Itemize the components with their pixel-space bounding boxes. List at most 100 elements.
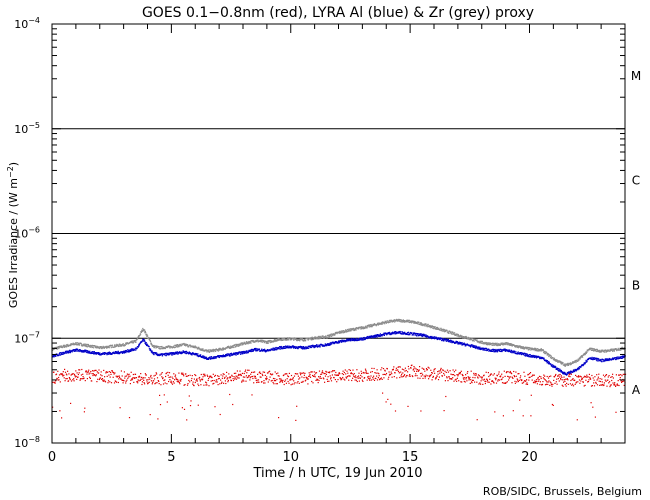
series-2-point <box>465 374 467 376</box>
series-0-point <box>515 346 517 348</box>
series-1-point <box>448 341 450 343</box>
series-0-point <box>237 345 239 347</box>
series-1-point <box>127 350 130 352</box>
series-1-point <box>470 346 472 348</box>
series-1-point <box>575 370 577 372</box>
series-1-point <box>573 370 575 372</box>
series-2-point <box>467 376 469 378</box>
series-0-point <box>402 321 404 323</box>
series-0-point <box>171 346 173 348</box>
series-0-point <box>402 319 404 321</box>
series-2-point <box>439 370 441 372</box>
series-1-point <box>496 351 499 353</box>
series-0-point <box>445 330 447 333</box>
series-0-point <box>570 363 572 365</box>
series-2-point <box>408 375 410 377</box>
series-0-point <box>543 350 545 352</box>
series-1-point <box>598 358 600 360</box>
series-2-point <box>127 377 129 379</box>
series-0-point <box>409 321 411 323</box>
series-1-point <box>417 333 419 335</box>
series-1-point <box>551 365 553 367</box>
series-2-point <box>428 367 430 369</box>
series-1-point <box>165 352 167 354</box>
series-2-point <box>456 380 458 382</box>
series-1-point <box>168 353 171 355</box>
series-0-point <box>360 328 362 330</box>
series-0-point <box>165 346 167 348</box>
series-1-point <box>204 357 206 359</box>
series-1-point <box>202 357 204 359</box>
series-1-point <box>185 350 187 352</box>
series-2-point <box>120 370 122 372</box>
series-1-point <box>378 334 381 336</box>
series-2-point <box>286 378 288 380</box>
series-1-point <box>535 355 537 357</box>
series-1-point <box>508 349 510 351</box>
series-2-point <box>278 378 281 380</box>
series-2-point <box>113 372 115 374</box>
series-0-point <box>282 337 284 339</box>
series-1-point <box>276 348 278 350</box>
series-0-point <box>566 363 568 366</box>
series-2-point <box>353 375 355 377</box>
series-1-point <box>540 356 542 358</box>
series-1-point <box>511 352 513 354</box>
series-0-point <box>234 344 236 346</box>
series-1-point <box>543 357 545 359</box>
series-0-point <box>201 349 203 351</box>
series-1-point <box>319 344 321 346</box>
series-0-point <box>274 340 276 343</box>
series-1-point <box>331 343 333 345</box>
series-1-point <box>594 358 596 360</box>
series-2-point <box>98 378 100 381</box>
series-2-point <box>188 395 190 397</box>
series-0-point <box>606 349 608 351</box>
series-1-point <box>218 355 220 357</box>
series-2-point <box>289 379 291 381</box>
series-2-point <box>427 375 429 377</box>
series-2-point <box>459 372 461 374</box>
series-0-point <box>372 323 374 325</box>
series-2-point <box>408 368 410 370</box>
series-0-point <box>549 355 551 357</box>
series-0-point <box>494 342 496 344</box>
series-0-point <box>136 339 138 341</box>
series-0-point <box>448 332 450 334</box>
series-0-point <box>418 321 420 324</box>
series-2-point <box>191 375 193 377</box>
series-2-point <box>472 376 474 379</box>
series-1-point <box>477 348 479 350</box>
series-2-point <box>364 368 367 370</box>
series-0-point <box>371 325 373 327</box>
series-2-point <box>377 377 379 379</box>
series-2-point <box>267 381 269 383</box>
series-0-point <box>486 342 488 344</box>
series-1-point <box>562 371 564 373</box>
series-0-point <box>103 347 106 349</box>
series-1-point <box>311 345 314 347</box>
series-0-point <box>537 348 539 350</box>
series-1-point <box>252 350 254 352</box>
series-2-point <box>286 373 288 375</box>
series-1-point <box>462 343 464 345</box>
series-2-point <box>393 376 395 378</box>
series-0-point <box>302 339 304 341</box>
series-2-point <box>293 380 295 382</box>
series-0-point <box>535 347 537 349</box>
series-1-point <box>600 358 602 360</box>
series-0-point <box>206 351 208 353</box>
series-1-point <box>184 351 187 353</box>
series-0-point <box>519 345 522 347</box>
series-2-point <box>422 377 424 379</box>
series-0-point <box>611 348 613 350</box>
series-1-point <box>447 338 450 341</box>
series-2-point <box>67 380 70 382</box>
series-2-point <box>171 376 173 378</box>
series-0-point <box>110 345 112 347</box>
series-0-point <box>92 346 94 348</box>
series-0-point <box>95 345 97 347</box>
series-2-point <box>80 378 82 380</box>
series-0-point <box>480 340 482 342</box>
series-0-point <box>287 338 289 340</box>
